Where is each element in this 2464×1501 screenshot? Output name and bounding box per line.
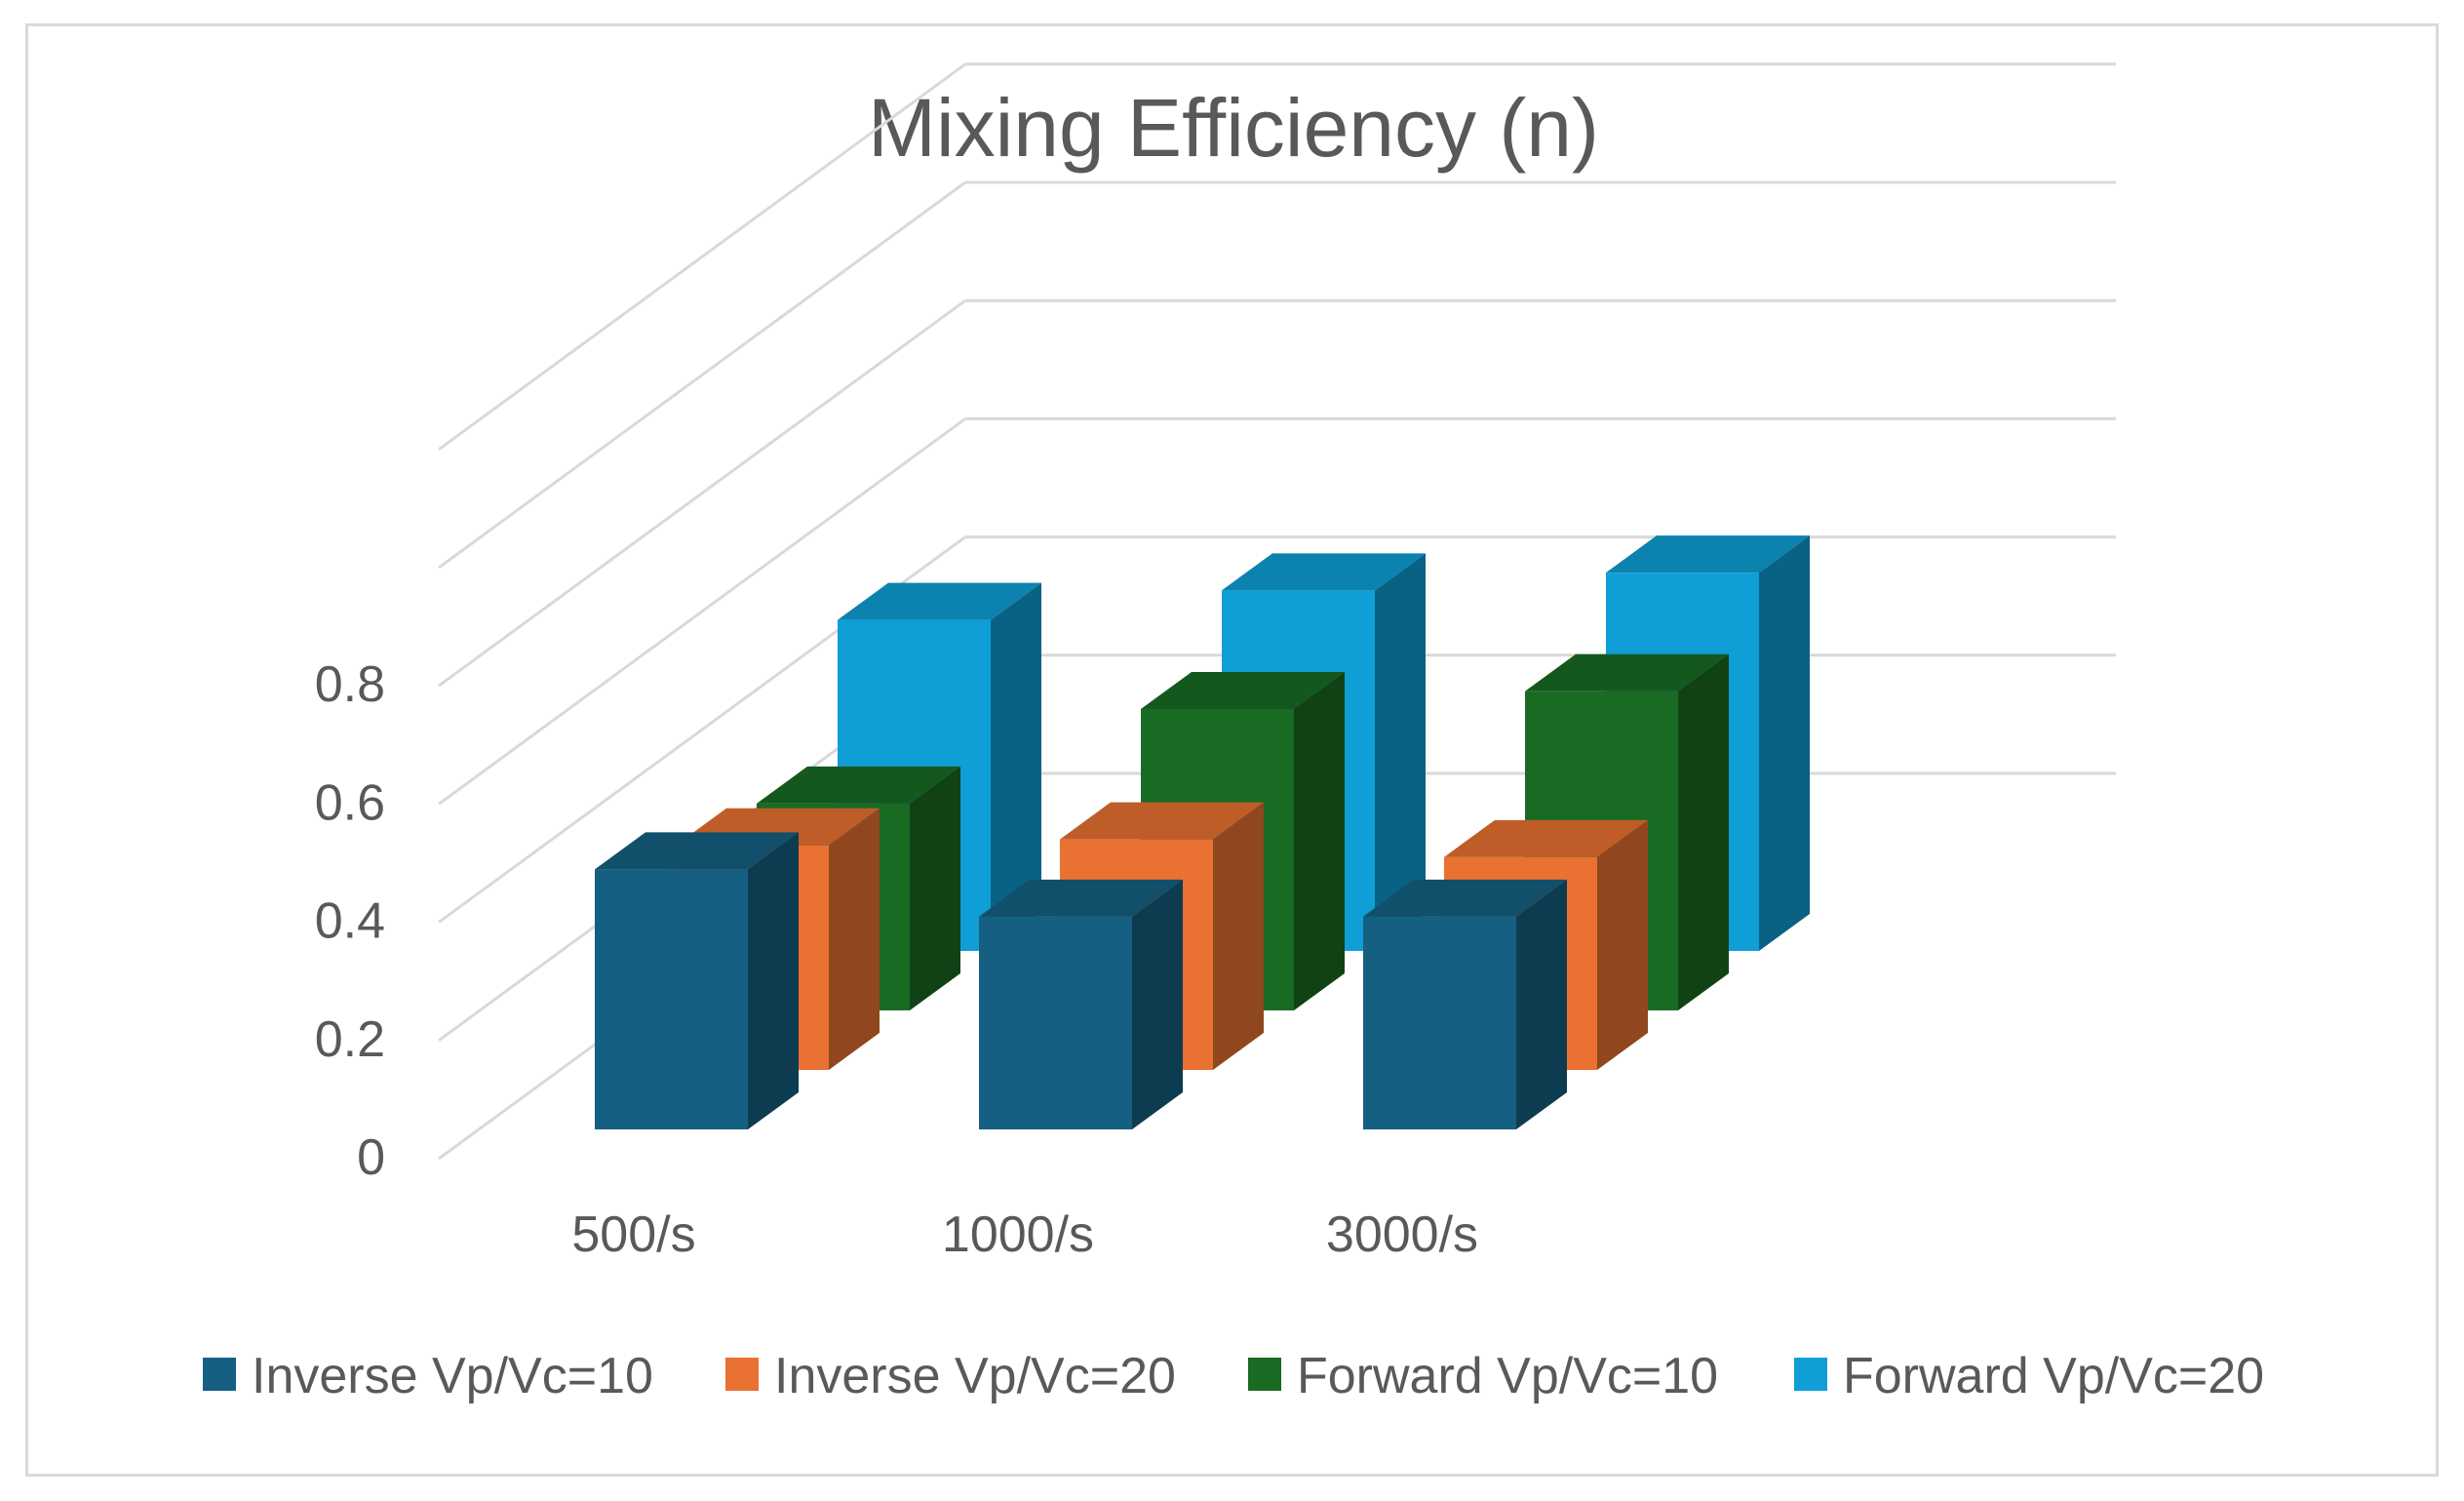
- gridline-depth-4: [438, 298, 966, 688]
- gridline-depth-5: [438, 180, 966, 570]
- x-tick-label: 3000/s: [1326, 1206, 1478, 1263]
- bar-front-face: [979, 916, 1132, 1129]
- bars: [595, 535, 1810, 1129]
- bar-side-face: [1597, 819, 1648, 1070]
- legend-label: Inverse Vp/Vc=20: [774, 1348, 1176, 1404]
- bar-side-face: [1678, 653, 1729, 1010]
- bar-0-1: [979, 879, 1183, 1129]
- bar-front-face: [595, 869, 748, 1129]
- bar-side-face: [1375, 553, 1426, 951]
- legend-swatch: [203, 1358, 236, 1391]
- gridline-depth-6: [438, 62, 966, 452]
- bar-side-face: [1132, 879, 1183, 1129]
- bar-top-face: [757, 766, 960, 804]
- bar-side-face: [1516, 879, 1567, 1129]
- bar-0-2: [1363, 879, 1567, 1129]
- legend-swatch: [1794, 1358, 1827, 1391]
- legend: Inverse Vp/Vc=10 Inverse Vp/Vc=20 Forward …: [203, 1348, 2264, 1404]
- y-tick-label: 0.4: [315, 893, 385, 950]
- legend-item: Forward Vp/Vc=20: [1794, 1348, 2264, 1404]
- x-tick-label: 500/s: [571, 1206, 695, 1263]
- legend-item: Forward Vp/Vc=10: [1248, 1348, 1718, 1404]
- x-axis-tick-labels: 500/s 1000/s 3000/s: [571, 1206, 1478, 1263]
- x-tick-label: 1000/s: [942, 1206, 1094, 1263]
- bar-top-face: [1606, 535, 1810, 573]
- bar-top-face: [1525, 653, 1729, 691]
- bar-top-face: [1222, 553, 1426, 591]
- y-axis-tick-labels: 0 0.2 0.4 0.6 0.8: [315, 656, 385, 1186]
- legend-item: Inverse Vp/Vc=20: [725, 1348, 1176, 1404]
- bar-top-face: [838, 582, 1041, 620]
- bar-0-0: [595, 832, 799, 1129]
- bar-side-face: [910, 766, 960, 1010]
- bar-top-face: [979, 879, 1183, 917]
- bar-side-face: [1759, 535, 1810, 951]
- bar-side-face: [991, 582, 1041, 951]
- bar-side-face: [748, 832, 799, 1129]
- bar-top-face: [1444, 819, 1648, 857]
- bar-top-face: [1363, 879, 1567, 917]
- bar-front-face: [1363, 916, 1516, 1129]
- y-tick-label: 0.8: [315, 656, 385, 713]
- legend-label: Forward Vp/Vc=20: [1843, 1348, 2264, 1404]
- y-tick-label: 0.6: [315, 774, 385, 831]
- bar-side-face: [1294, 671, 1345, 1010]
- bar-top-face: [595, 832, 799, 870]
- legend-swatch: [725, 1358, 759, 1391]
- bar-side-face: [1213, 802, 1264, 1070]
- chart-title: Mixing Efficiency (n): [868, 82, 1599, 174]
- legend-label: Forward Vp/Vc=10: [1297, 1348, 1718, 1404]
- legend-swatch: [1248, 1358, 1281, 1391]
- gridline-depth-3: [438, 417, 966, 806]
- bar-side-face: [829, 808, 880, 1070]
- bar-top-face: [1060, 802, 1264, 840]
- y-tick-label: 0: [357, 1129, 385, 1186]
- bar-top-face: [1141, 671, 1345, 709]
- y-tick-label: 0.2: [315, 1011, 385, 1068]
- legend-label: Inverse Vp/Vc=10: [252, 1348, 653, 1404]
- legend-item: Inverse Vp/Vc=10: [203, 1348, 653, 1404]
